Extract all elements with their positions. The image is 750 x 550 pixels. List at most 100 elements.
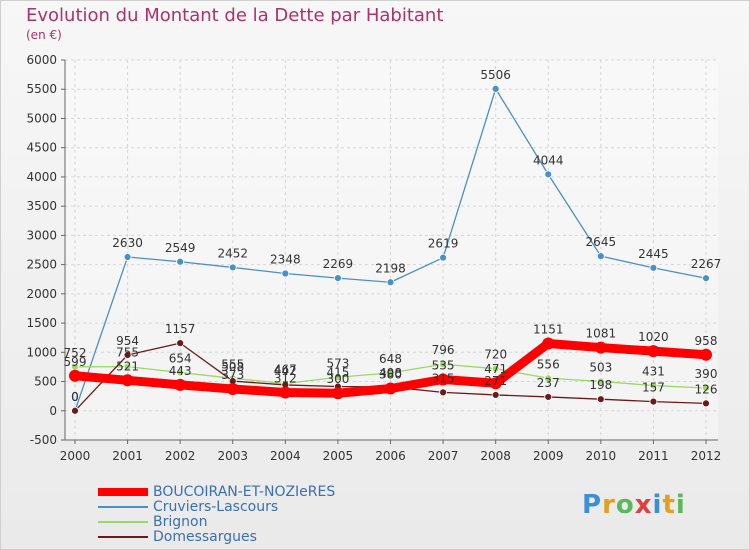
data-point	[69, 369, 81, 382]
data-label: 1081	[586, 327, 617, 341]
data-label: 1020	[638, 330, 669, 344]
logo-letter: i	[652, 490, 663, 520]
data-point	[437, 373, 450, 386]
data-point	[71, 406, 79, 415]
data-label: 390	[695, 367, 718, 381]
data-point	[386, 278, 395, 287]
data-label: 380	[379, 368, 402, 382]
y-tick-label: 1500	[26, 316, 57, 330]
data-point	[123, 351, 132, 359]
x-tick-label: 2010	[586, 449, 617, 463]
data-label: 535	[432, 358, 455, 372]
legend-swatch-boucoiran	[98, 487, 148, 496]
logo-letter: P	[582, 490, 603, 520]
data-point	[386, 368, 395, 377]
data-point	[700, 348, 712, 361]
data-point	[649, 397, 658, 406]
legend-label: Brignon	[153, 513, 208, 530]
data-point	[174, 378, 187, 391]
data-point	[176, 339, 185, 348]
data-label: 573	[326, 356, 349, 370]
data-point	[384, 382, 397, 395]
data-label: 237	[537, 376, 560, 390]
data-label: 796	[432, 343, 455, 357]
data-label: 408	[379, 366, 402, 380]
data-point	[702, 274, 710, 283]
legend-label: Cruviers-Lascours	[153, 498, 279, 515]
data-point	[542, 337, 555, 350]
legend-item-cruviers: Cruviers-Lascours	[98, 498, 335, 515]
chart-title: Evolution du Montant de la Dette par Hab…	[26, 5, 444, 26]
data-label: 1151	[533, 322, 564, 336]
y-tick-label: 2500	[26, 258, 57, 272]
data-label: 4044	[533, 153, 564, 167]
data-label: 198	[589, 378, 612, 392]
data-point	[334, 274, 342, 283]
legend-swatch-brignon	[98, 520, 148, 523]
x-tick-label: 2000	[60, 449, 91, 463]
data-point	[702, 384, 710, 392]
data-label: 2348	[270, 253, 301, 267]
data-label: 312	[274, 372, 297, 386]
data-label: 2445	[638, 247, 669, 261]
y-tick-label: 1000	[26, 345, 57, 359]
logo-letter: o	[615, 490, 635, 520]
data-label: 752	[64, 346, 87, 360]
data-label: 2198	[375, 261, 406, 275]
data-label: 599	[64, 355, 87, 369]
legend-item-domessargues: Domessargues	[98, 528, 335, 545]
data-point	[439, 253, 447, 262]
data-label: 720	[484, 348, 507, 362]
data-label: 471	[484, 362, 507, 376]
y-tick-label: 2000	[26, 287, 57, 301]
data-point	[334, 373, 342, 382]
plot-area	[65, 60, 718, 440]
y-tick-label: 6000	[26, 53, 57, 67]
data-label: 315	[432, 371, 455, 385]
legend-label: Domessargues	[153, 528, 257, 545]
data-label: 2452	[217, 246, 248, 260]
logo-letter: i	[675, 490, 686, 520]
data-point	[489, 377, 502, 390]
data-point	[544, 170, 553, 179]
y-tick-label: -500	[30, 433, 57, 447]
logo-letter: r	[602, 490, 616, 520]
data-label: 126	[695, 382, 718, 396]
y-tick-label: 5500	[26, 82, 57, 96]
y-tick-label: 3500	[26, 199, 57, 213]
data-label: 2645	[586, 235, 617, 249]
data-label: 648	[379, 352, 402, 366]
x-tick-label: 2002	[165, 449, 196, 463]
data-point	[544, 393, 553, 401]
data-label: 521	[116, 359, 139, 373]
y-tick-label: 3000	[26, 228, 57, 242]
data-label: 654	[169, 352, 192, 366]
y-tick-label: 5000	[26, 111, 57, 125]
logo-letter: t	[662, 490, 676, 520]
data-label: 373	[221, 368, 244, 382]
y-tick-label: 500	[34, 375, 57, 389]
x-tick-label: 2007	[428, 449, 459, 463]
data-label: 442	[274, 364, 297, 378]
data-point	[121, 374, 134, 387]
data-label: 555	[221, 357, 244, 371]
data-label: 954	[116, 334, 139, 348]
x-tick-label: 2008	[480, 449, 511, 463]
legend-label: BOUCOIRAN-ET-NOZIeRES	[153, 483, 336, 500]
data-label: 958	[695, 334, 718, 348]
legend-swatch-domessargues	[98, 535, 148, 538]
legend-item-brignon: Brignon	[98, 513, 335, 530]
data-label: 0	[71, 390, 79, 404]
x-tick-label: 2005	[323, 449, 354, 463]
data-point	[596, 395, 605, 404]
x-tick-label: 2012	[691, 449, 722, 463]
data-point	[176, 368, 185, 377]
data-point	[702, 399, 710, 408]
x-tick-label: 2009	[533, 449, 564, 463]
data-point	[491, 391, 500, 399]
data-label: 431	[642, 365, 665, 379]
data-label: 300	[326, 372, 349, 386]
x-tick-label: 2004	[270, 449, 301, 463]
data-label: 443	[169, 364, 192, 378]
